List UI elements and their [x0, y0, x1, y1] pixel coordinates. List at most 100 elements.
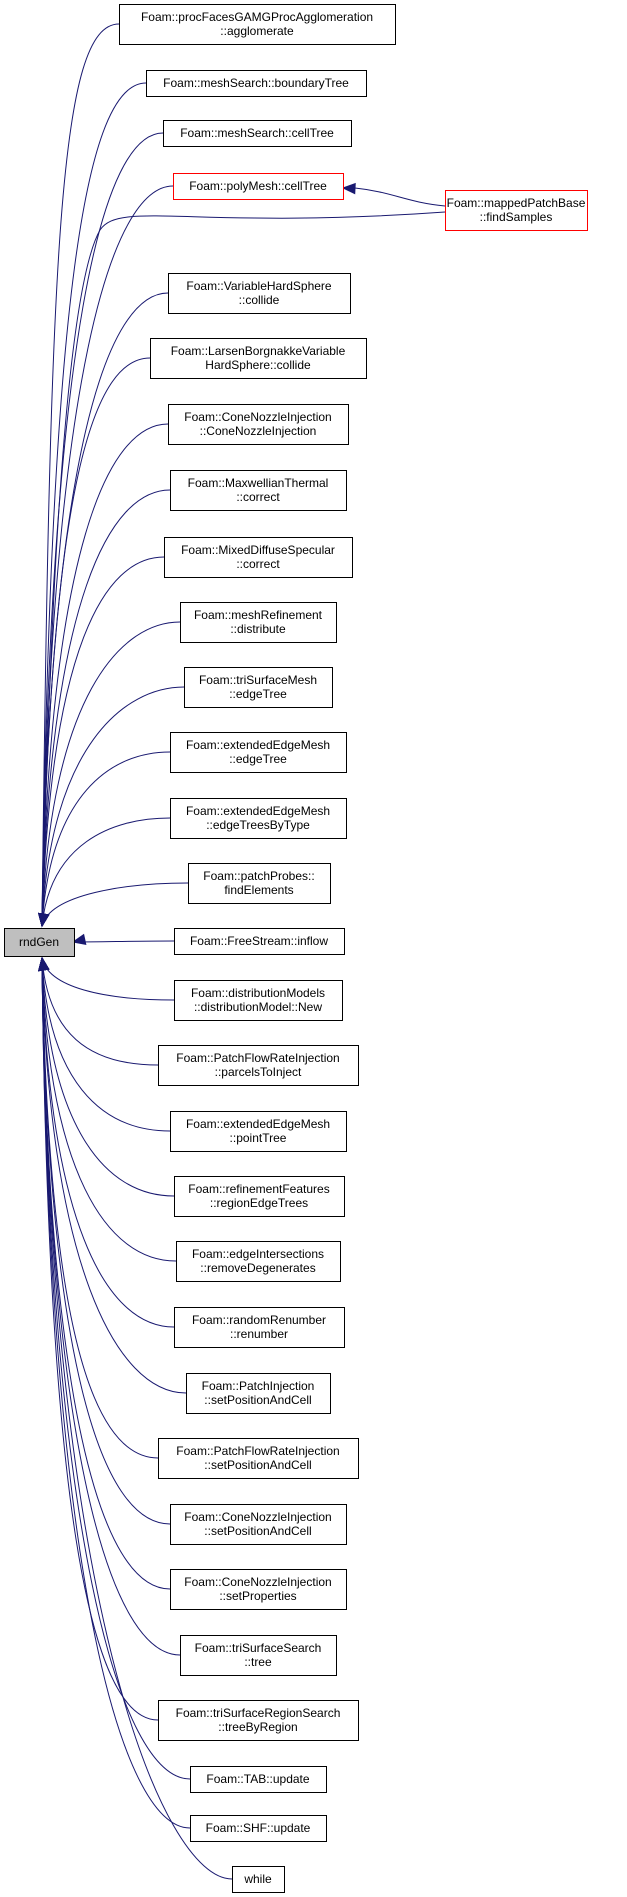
- node-n9[interactable]: Foam::MaxwellianThermal::correct: [170, 470, 347, 511]
- node-box: [168, 273, 351, 314]
- node-label: Foam::ConeNozzleInjection: [184, 1510, 331, 1524]
- node-box: [186, 1373, 331, 1414]
- node-box: [163, 120, 352, 147]
- node-n21[interactable]: Foam::edgeIntersections::removeDegenerat…: [176, 1241, 341, 1282]
- root-node[interactable]: rndGen: [4, 928, 75, 957]
- node-n23[interactable]: Foam::PatchInjection::setPositionAndCell: [186, 1373, 331, 1414]
- node-label: ::renumber: [230, 1327, 288, 1341]
- node-box: [174, 1176, 345, 1217]
- node-box: [174, 928, 345, 955]
- node-n16[interactable]: Foam::FreeStream::inflow: [174, 928, 345, 955]
- edge-n22-to-root: [41, 957, 175, 1328]
- edge-n15-to-root: [41, 882, 189, 927]
- node-n26[interactable]: Foam::ConeNozzleInjection::setProperties: [170, 1569, 347, 1610]
- edge-n13-to-root: [41, 751, 171, 927]
- node-box: [158, 1045, 359, 1086]
- node-n30[interactable]: Foam::SHF::update: [190, 1815, 327, 1842]
- node-label: Foam::distributionModels: [191, 986, 325, 1000]
- node-label: ::edgeTree: [229, 752, 287, 766]
- edge-n1-to-root: [41, 23, 120, 927]
- node-label: Foam::polyMesh::cellTree: [189, 179, 327, 193]
- node-n14[interactable]: Foam::extendedEdgeMesh::edgeTreesByType: [170, 798, 347, 839]
- node-label: ::regionEdgeTrees: [210, 1196, 308, 1210]
- node-box: [188, 863, 331, 904]
- edge-n4-to-root: [41, 185, 174, 927]
- node-n3[interactable]: Foam::meshSearch::cellTree: [163, 120, 352, 147]
- node-label: Foam::meshSearch::boundaryTree: [163, 76, 349, 90]
- node-box: [170, 1504, 347, 1545]
- edge-n10-to-root: [41, 556, 165, 927]
- node-n4[interactable]: Foam::polyMesh::cellTree: [173, 173, 344, 200]
- edge-n7-to-root: [41, 357, 151, 927]
- arrowhead-n15-to-root: [38, 912, 50, 928]
- node-box: [232, 1866, 285, 1893]
- node-label: ::correct: [236, 490, 280, 504]
- node-n5[interactable]: Foam::mappedPatchBase::findSamples: [445, 190, 588, 231]
- node-n31[interactable]: while: [232, 1866, 285, 1893]
- edge-n23-to-root: [41, 957, 187, 1394]
- node-n19[interactable]: Foam::extendedEdgeMesh::pointTree: [170, 1111, 347, 1152]
- node-label: ::agglomerate: [220, 24, 294, 38]
- node-n6[interactable]: Foam::VariableHardSphere::collide: [168, 273, 351, 314]
- node-label: Foam::LarsenBorgnakkeVariable: [171, 344, 346, 358]
- edge-n5-to-n4: [354, 187, 446, 207]
- node-n8[interactable]: Foam::ConeNozzleInjection::ConeNozzleInj…: [168, 404, 349, 445]
- node-label: Foam::extendedEdgeMesh: [186, 1117, 330, 1131]
- edge-n17-to-root: [41, 957, 175, 1001]
- node-n2[interactable]: Foam::meshSearch::boundaryTree: [146, 70, 367, 97]
- node-n18[interactable]: Foam::PatchFlowRateInjection::parcelsToI…: [158, 1045, 359, 1086]
- node-label: ::findSamples: [480, 210, 553, 224]
- node-box: [158, 1438, 359, 1479]
- node-box: [4, 928, 75, 957]
- node-n13[interactable]: Foam::extendedEdgeMesh::edgeTree: [170, 732, 347, 773]
- node-n25[interactable]: Foam::ConeNozzleInjection::setPositionAn…: [170, 1504, 347, 1545]
- edge-n19-to-root: [41, 957, 171, 1132]
- node-n11[interactable]: Foam::meshRefinement::distribute: [180, 602, 337, 643]
- node-n7[interactable]: Foam::LarsenBorgnakkeVariableHardSphere:…: [150, 338, 367, 379]
- edge-n27-to-root: [41, 957, 181, 1656]
- node-label: Foam::PatchFlowRateInjection: [176, 1051, 339, 1065]
- node-box: [173, 173, 344, 200]
- node-n27[interactable]: Foam::triSurfaceSearch::tree: [180, 1635, 337, 1676]
- node-box: [180, 602, 337, 643]
- node-n22[interactable]: Foam::randomRenumber::renumber: [174, 1307, 345, 1348]
- edge-n8-to-root: [41, 423, 169, 927]
- node-box: [180, 1635, 337, 1676]
- node-label: ::tree: [244, 1655, 272, 1669]
- node-n10[interactable]: Foam::MixedDiffuseSpecular::correct: [164, 537, 353, 578]
- edge-n18-to-root: [41, 957, 159, 1066]
- node-label: Foam::patchProbes::: [203, 869, 314, 883]
- nodes-layer: rndGen Foam::procFacesGAMGProcAgglomerati…: [4, 4, 588, 1893]
- node-box: [445, 190, 588, 231]
- node-label: ::collide: [239, 293, 280, 307]
- edge-n24-to-root: [41, 957, 159, 1459]
- node-label: Foam::PatchFlowRateInjection: [176, 1444, 339, 1458]
- arrowhead-n31-to-root: [38, 956, 50, 972]
- node-n28[interactable]: Foam::triSurfaceRegionSearch::treeByRegi…: [158, 1700, 359, 1741]
- edge-n31-to-root: [41, 957, 233, 1880]
- node-n20[interactable]: Foam::refinementFeatures::regionEdgeTree…: [174, 1176, 345, 1217]
- edge-n5-to-root: [41, 211, 446, 927]
- edge-n21-to-root: [41, 957, 177, 1262]
- node-n29[interactable]: Foam::TAB::update: [190, 1766, 327, 1793]
- node-box: [190, 1815, 327, 1842]
- node-n15[interactable]: Foam::patchProbes::findElements: [188, 863, 331, 904]
- node-box: [176, 1241, 341, 1282]
- node-n1[interactable]: Foam::procFacesGAMGProcAgglomeration::ag…: [119, 4, 396, 45]
- node-label: Foam::procFacesGAMGProcAgglomeration: [141, 10, 373, 24]
- node-label: Foam::refinementFeatures: [188, 1182, 329, 1196]
- edge-n16-to-root: [72, 940, 175, 943]
- node-n12[interactable]: Foam::triSurfaceMesh::edgeTree: [184, 667, 333, 708]
- node-box: [170, 470, 347, 511]
- arrowhead-n5-to-n4: [341, 182, 356, 195]
- node-label: ::correct: [236, 557, 280, 571]
- node-label: Foam::TAB::update: [206, 1772, 309, 1786]
- node-label: Foam::extendedEdgeMesh: [186, 804, 330, 818]
- node-label: ::edgeTree: [229, 687, 287, 701]
- edge-n11-to-root: [41, 621, 181, 927]
- edge-n12-to-root: [41, 686, 185, 927]
- node-n17[interactable]: Foam::distributionModels::distributionMo…: [174, 980, 343, 1021]
- node-n24[interactable]: Foam::PatchFlowRateInjection::setPositio…: [158, 1438, 359, 1479]
- node-label: ::ConeNozzleInjection: [200, 424, 317, 438]
